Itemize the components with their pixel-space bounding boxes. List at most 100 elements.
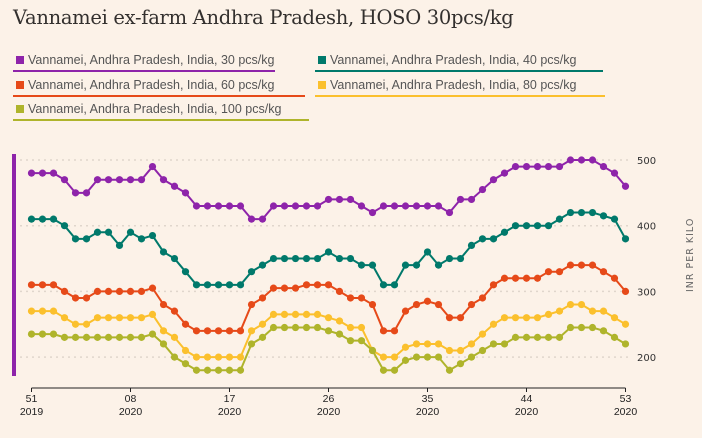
- data-point[interactable]: [49, 307, 58, 315]
- data-point[interactable]: [27, 330, 36, 338]
- data-point[interactable]: [621, 287, 630, 295]
- data-point[interactable]: [588, 323, 597, 332]
- data-point[interactable]: [225, 353, 234, 361]
- data-point[interactable]: [324, 281, 333, 289]
- data-point[interactable]: [148, 162, 157, 171]
- data-point[interactable]: [379, 353, 388, 361]
- data-point[interactable]: [489, 235, 498, 243]
- data-point[interactable]: [38, 169, 47, 177]
- data-point[interactable]: [49, 215, 58, 223]
- data-point[interactable]: [346, 294, 355, 302]
- data-point[interactable]: [137, 287, 146, 295]
- data-point[interactable]: [599, 162, 608, 171]
- data-point[interactable]: [445, 366, 454, 374]
- data-point[interactable]: [346, 254, 355, 263]
- data-point[interactable]: [467, 195, 476, 204]
- data-point[interactable]: [82, 294, 91, 302]
- data-point[interactable]: [159, 340, 168, 348]
- data-point[interactable]: [82, 333, 91, 341]
- data-point[interactable]: [456, 346, 465, 355]
- data-point[interactable]: [225, 202, 234, 210]
- data-point[interactable]: [137, 176, 146, 184]
- data-point[interactable]: [357, 202, 366, 210]
- data-point[interactable]: [566, 300, 575, 309]
- data-point[interactable]: [115, 287, 124, 295]
- data-point[interactable]: [192, 327, 201, 335]
- data-point[interactable]: [412, 261, 421, 269]
- data-point[interactable]: [621, 320, 630, 328]
- data-point[interactable]: [533, 274, 542, 282]
- data-point[interactable]: [236, 366, 245, 374]
- data-point[interactable]: [621, 182, 630, 190]
- data-point[interactable]: [456, 254, 465, 263]
- data-point[interactable]: [489, 340, 498, 348]
- data-point[interactable]: [148, 310, 157, 318]
- data-point[interactable]: [60, 222, 69, 230]
- data-point[interactable]: [236, 327, 245, 335]
- data-point[interactable]: [82, 320, 91, 328]
- data-point[interactable]: [533, 314, 542, 322]
- data-point[interactable]: [258, 215, 267, 223]
- data-point[interactable]: [291, 254, 300, 263]
- data-point[interactable]: [126, 176, 135, 184]
- data-point[interactable]: [533, 333, 542, 341]
- data-point[interactable]: [27, 215, 36, 223]
- data-point[interactable]: [489, 281, 498, 289]
- data-point[interactable]: [49, 169, 58, 177]
- data-point[interactable]: [390, 327, 399, 335]
- data-point[interactable]: [258, 320, 267, 328]
- data-point[interactable]: [93, 228, 102, 236]
- data-point[interactable]: [390, 281, 399, 289]
- data-point[interactable]: [71, 333, 80, 341]
- data-point[interactable]: [269, 254, 278, 263]
- data-point[interactable]: [599, 268, 608, 276]
- data-point[interactable]: [522, 162, 531, 171]
- data-point[interactable]: [203, 281, 212, 289]
- data-point[interactable]: [302, 281, 311, 289]
- data-point[interactable]: [192, 281, 201, 289]
- data-point[interactable]: [60, 333, 69, 341]
- data-point[interactable]: [478, 294, 487, 302]
- data-point[interactable]: [456, 195, 465, 204]
- data-point[interactable]: [71, 320, 80, 328]
- data-point[interactable]: [291, 202, 300, 210]
- data-point[interactable]: [170, 182, 179, 190]
- data-point[interactable]: [170, 254, 179, 263]
- data-point[interactable]: [445, 346, 454, 355]
- data-point[interactable]: [181, 346, 190, 355]
- data-point[interactable]: [599, 307, 608, 315]
- data-point[interactable]: [456, 360, 465, 368]
- legend-item-80pcs[interactable]: Vannamei, Andhra Pradesh, India, 80 pcs/…: [315, 75, 605, 97]
- legend-item-100pcs[interactable]: Vannamei, Andhra Pradesh, India, 100 pcs…: [13, 99, 309, 121]
- data-point[interactable]: [27, 307, 36, 315]
- data-point[interactable]: [214, 281, 223, 289]
- data-point[interactable]: [511, 314, 520, 322]
- data-point[interactable]: [434, 340, 443, 348]
- data-point[interactable]: [357, 261, 366, 269]
- data-point[interactable]: [423, 248, 432, 256]
- data-point[interactable]: [478, 330, 487, 338]
- data-point[interactable]: [27, 281, 36, 289]
- data-point[interactable]: [621, 235, 630, 243]
- data-point[interactable]: [148, 330, 157, 338]
- data-point[interactable]: [313, 281, 322, 289]
- data-point[interactable]: [522, 314, 531, 322]
- data-point[interactable]: [247, 300, 256, 309]
- data-point[interactable]: [566, 156, 575, 164]
- data-point[interactable]: [280, 284, 289, 292]
- data-point[interactable]: [588, 261, 597, 269]
- data-point[interactable]: [258, 294, 267, 302]
- data-point[interactable]: [467, 300, 476, 309]
- data-point[interactable]: [225, 366, 234, 374]
- data-point[interactable]: [60, 287, 69, 295]
- data-point[interactable]: [478, 346, 487, 355]
- data-point[interactable]: [302, 323, 311, 332]
- data-point[interactable]: [599, 327, 608, 335]
- data-point[interactable]: [203, 202, 212, 210]
- data-point[interactable]: [302, 254, 311, 263]
- data-point[interactable]: [577, 208, 586, 217]
- data-point[interactable]: [60, 314, 69, 322]
- data-point[interactable]: [302, 310, 311, 318]
- data-point[interactable]: [577, 323, 586, 332]
- data-point[interactable]: [159, 176, 168, 184]
